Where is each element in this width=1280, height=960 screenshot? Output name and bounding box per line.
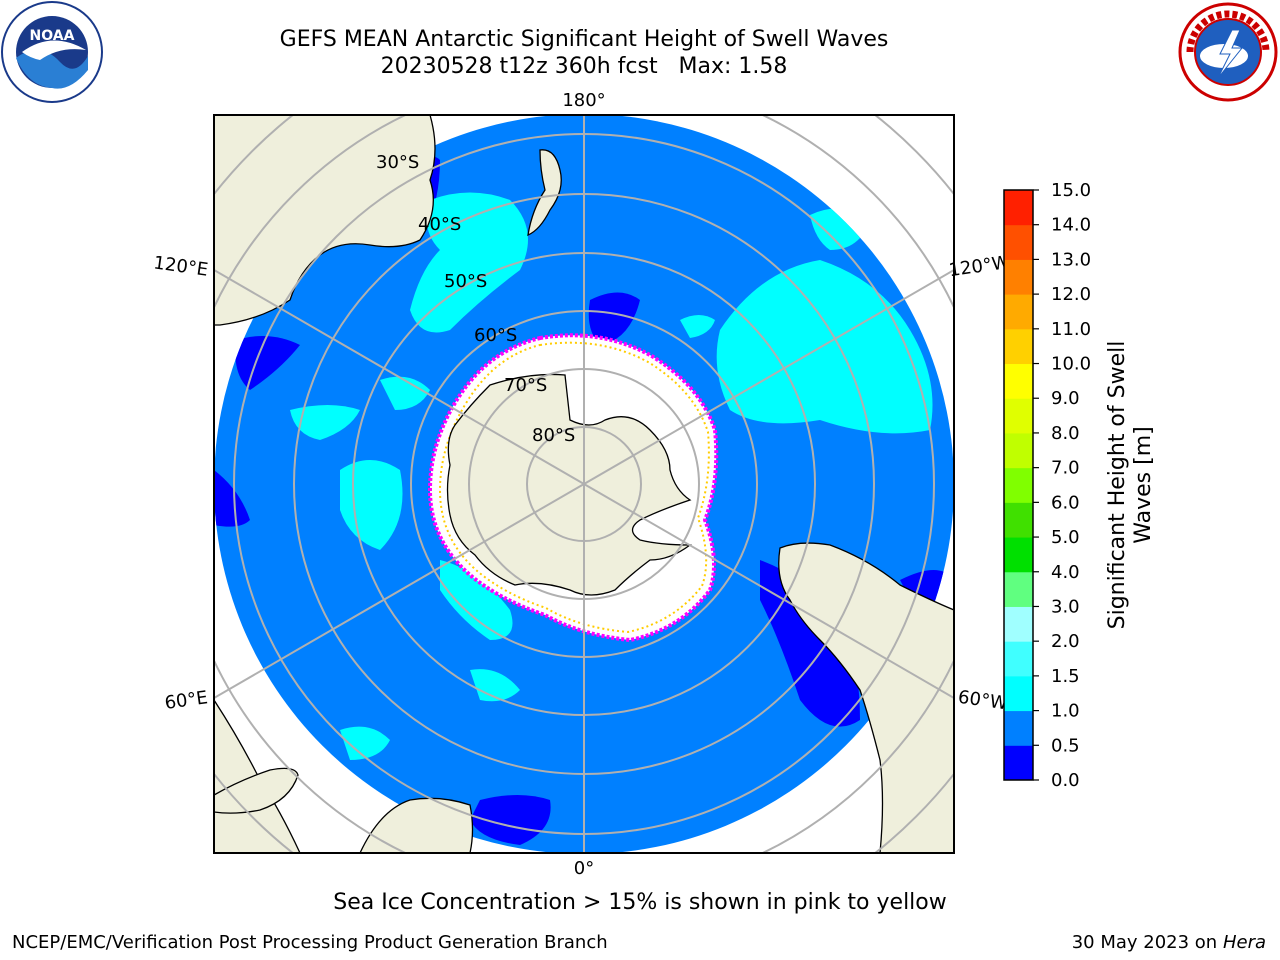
colorbar-tick-label: 0.0	[1051, 770, 1080, 791]
colorbar-tick-label: 2.0	[1051, 631, 1080, 652]
colorbar-tick-label: 15.0	[1051, 180, 1091, 201]
lon-label-180: 180°	[562, 90, 605, 111]
colorbar-segment	[1004, 571, 1033, 607]
cyan-swell-patch	[340, 726, 390, 760]
cyan-swell-patch	[290, 405, 360, 440]
low-swell-patch	[470, 795, 551, 845]
nws-logo	[1178, 2, 1278, 102]
cyan-swell-patch	[680, 315, 715, 338]
lat-label-40s: 40°S	[418, 214, 461, 235]
lat-label-30s: 30°S	[376, 152, 419, 173]
colorbar-segment	[1004, 432, 1033, 469]
colorbar-segment	[1004, 675, 1033, 712]
footer-machine: Hera	[1222, 932, 1266, 953]
colorbar-frame	[1003, 189, 1034, 781]
colorbar-tick-label: 4.0	[1051, 562, 1080, 583]
colorbar-segment	[1004, 502, 1033, 538]
colorbar-tick-label: 1.0	[1051, 701, 1080, 722]
colorbar-tick-label: 10.0	[1051, 354, 1091, 375]
lon-label-120w: 120°W	[947, 252, 1011, 281]
noaa-logo-text: NOAA	[30, 28, 75, 44]
lon-label-0: 0°	[574, 858, 594, 879]
colorbar-tick-label: 0.5	[1051, 735, 1080, 756]
colorbar-segment	[1004, 606, 1033, 642]
colorbar-tick-label: 14.0	[1051, 215, 1091, 236]
lat-label-60s: 60°S	[474, 325, 517, 346]
lon-label-60e: 60°E	[163, 687, 209, 714]
cyan-swell-patch	[410, 192, 528, 333]
meridian-60e-120w	[214, 269, 954, 699]
colorbar-segment	[1004, 294, 1033, 330]
colorbar-segment	[1004, 641, 1033, 677]
colorbar-label-line2: Waves [m]	[1131, 426, 1156, 543]
madagascar-landmass	[214, 767, 299, 814]
colorbar-segment	[1004, 467, 1033, 503]
low-swell-patch	[588, 292, 640, 345]
low-swell-patch	[214, 470, 250, 527]
colorbar-tick-label: 7.0	[1051, 458, 1080, 479]
map-frame	[213, 114, 955, 854]
sea-ice-edge	[438, 341, 710, 634]
colorbar-label-line1: Significant Height of Swell	[1105, 341, 1130, 630]
lat-label-50s: 50°S	[444, 271, 487, 292]
low-swell-patch	[760, 560, 860, 727]
footer-date: 30 May 2023 on Hera	[1072, 932, 1266, 953]
cyan-swell-patch	[380, 376, 430, 410]
colorbar-tick-label: 6.0	[1051, 492, 1080, 513]
colorbar-segment	[1004, 328, 1033, 365]
cyan-swell-patch	[470, 669, 520, 702]
colorbar-segment	[1004, 224, 1033, 260]
page-subtitle: 20230528 t12z 360h fcst Max: 1.58	[380, 54, 788, 79]
noaa-logo: NOAA	[1, 1, 103, 103]
graticule	[214, 115, 954, 853]
africa-south-landmass	[359, 797, 474, 853]
page-title: GEFS MEAN Antarctic Significant Height o…	[279, 27, 889, 52]
footer-date-text: 30 May 2023 on	[1071, 932, 1218, 953]
colorbar-tick-label: 13.0	[1051, 249, 1091, 270]
colorbar-tick-label: 12.0	[1051, 284, 1091, 305]
lon-label-60w: 60°W	[957, 687, 1009, 715]
colorbar-tick-label: 1.5	[1051, 666, 1080, 687]
colorbar-tick-label: 5.0	[1051, 527, 1080, 548]
colorbar: 0.0 0.5 1.0 1.5 2.0 3.0 4.0 5.0 6.0 7.0 8.0 9.0 10.0…	[1003, 180, 1091, 791]
colorbar-tick-label: 3.0	[1051, 596, 1080, 617]
lat-label-80s: 80°S	[532, 425, 575, 446]
swell-patches	[214, 156, 954, 845]
colorbar-segment	[1004, 537, 1033, 573]
colorbar-segment	[1004, 259, 1033, 295]
colorbar-tick-label: 9.0	[1051, 388, 1080, 409]
colorbar-segment	[1004, 745, 1033, 781]
colorbar-segment	[1004, 398, 1033, 434]
colorbar-segment	[1004, 190, 1033, 226]
footer-credit: NCEP/EMC/Verification Post Processing Pr…	[12, 932, 608, 953]
sea-ice-note: Sea Ice Concentration > 15% is shown in …	[333, 890, 947, 915]
new-zealand-landmass	[527, 149, 562, 237]
lat-label-70s: 70°S	[504, 375, 547, 396]
lon-label-120e: 120°E	[152, 252, 209, 280]
colorbar-tick-label: 11.0	[1051, 319, 1091, 340]
colorbar-segment	[1004, 363, 1033, 399]
cyan-swell-patch	[716, 260, 933, 434]
cyan-swell-patch	[340, 460, 403, 550]
colorbar-tick-label: 8.0	[1051, 423, 1080, 444]
colorbar-segment	[1004, 710, 1033, 746]
cyan-swell-patch	[440, 560, 513, 640]
